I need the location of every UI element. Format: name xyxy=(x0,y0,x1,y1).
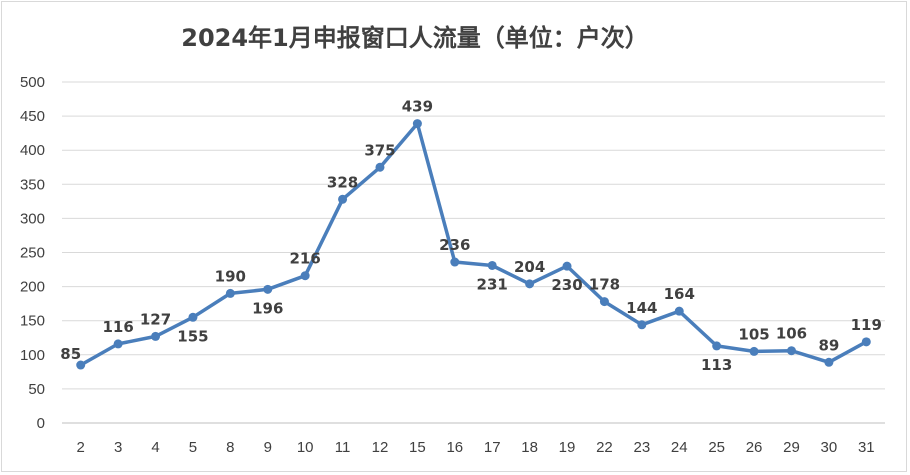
data-label: 119 xyxy=(851,316,882,334)
data-label: 216 xyxy=(290,250,321,268)
data-label: 144 xyxy=(626,299,657,317)
y-tick-label: 200 xyxy=(20,279,45,296)
data-label: 230 xyxy=(551,276,582,294)
data-point xyxy=(225,288,235,298)
x-tick-label: 22 xyxy=(596,439,613,456)
data-point xyxy=(375,162,385,172)
data-point xyxy=(599,297,609,307)
x-tick-label: 18 xyxy=(521,439,538,456)
data-label: 439 xyxy=(402,98,433,116)
data-point xyxy=(113,339,123,349)
x-axis-tick-labels: 2 3 4 5 8 9 10 11 12 15 16 17 18 19 22 23 24 25 26 29 30 31 xyxy=(77,439,875,456)
x-tick-label: 12 xyxy=(372,439,389,456)
x-tick-label: 24 xyxy=(671,439,688,456)
data-point xyxy=(637,320,647,330)
data-label: 116 xyxy=(102,318,133,336)
x-tick-label: 15 xyxy=(409,439,426,456)
x-tick-label: 25 xyxy=(708,439,725,456)
data-point xyxy=(861,337,871,347)
data-label: 164 xyxy=(664,285,695,303)
data-point xyxy=(263,284,273,294)
data-point xyxy=(562,261,572,271)
data-label: 127 xyxy=(140,310,171,328)
data-label: 106 xyxy=(776,325,807,343)
data-point xyxy=(712,341,722,351)
series-line xyxy=(79,121,868,367)
x-tick-label: 23 xyxy=(633,439,650,456)
x-tick-label: 29 xyxy=(783,439,800,456)
data-label: 113 xyxy=(701,356,732,374)
y-tick-label: 0 xyxy=(37,415,45,432)
data-labels: 85 116 127 155 190 196 216 328 375 439 236 231 204 23… xyxy=(60,98,882,374)
x-tick-label: 16 xyxy=(446,439,463,456)
x-tick-label: 11 xyxy=(335,439,351,456)
x-tick-label: 3 xyxy=(114,439,122,456)
data-label: 231 xyxy=(477,275,508,293)
data-point xyxy=(786,346,796,356)
data-point xyxy=(749,346,759,356)
x-tick-label: 9 xyxy=(264,439,272,456)
data-label: 105 xyxy=(738,325,769,343)
series-line-group xyxy=(76,119,871,370)
data-label: 196 xyxy=(252,299,283,317)
data-point xyxy=(412,119,422,129)
data-point xyxy=(188,312,198,322)
y-tick-label: 300 xyxy=(20,210,45,227)
data-point xyxy=(338,194,348,204)
x-tick-label: 2 xyxy=(77,439,85,456)
data-label: 85 xyxy=(60,345,81,363)
y-tick-label: 100 xyxy=(20,347,45,364)
x-tick-label: 4 xyxy=(151,439,159,456)
data-label: 328 xyxy=(327,173,358,191)
data-point xyxy=(487,260,497,270)
data-label: 155 xyxy=(177,327,208,345)
x-tick-label: 17 xyxy=(484,439,501,456)
data-point xyxy=(674,306,684,316)
x-tick-label: 10 xyxy=(297,439,314,456)
data-label: 178 xyxy=(589,276,620,294)
x-tick-label: 26 xyxy=(746,439,763,456)
x-tick-label: 19 xyxy=(559,439,576,456)
y-tick-label: 350 xyxy=(20,176,45,193)
data-label: 89 xyxy=(818,336,839,354)
x-tick-label: 31 xyxy=(858,439,875,456)
data-point xyxy=(151,331,161,341)
y-tick-label: 450 xyxy=(20,108,45,125)
x-tick-label: 30 xyxy=(821,439,838,456)
y-tick-label: 400 xyxy=(20,142,45,159)
y-tick-label: 150 xyxy=(20,313,45,330)
data-point xyxy=(824,357,834,367)
data-label: 190 xyxy=(215,267,246,285)
data-label: 236 xyxy=(439,236,470,254)
data-point xyxy=(300,271,310,281)
y-tick-label: 500 xyxy=(20,74,45,91)
y-axis-tick-labels: 0 50 100 150 200 250 300 350 400 450 500 xyxy=(20,74,45,432)
x-tick-label: 5 xyxy=(189,439,197,456)
y-tick-label: 50 xyxy=(28,381,45,398)
chart-title: 2024年1月申报窗口人流量（单位：户次） xyxy=(181,24,649,52)
y-tick-label: 250 xyxy=(20,245,45,262)
data-label: 375 xyxy=(364,141,395,159)
x-tick-label: 8 xyxy=(226,439,234,456)
data-point xyxy=(450,257,460,267)
data-point xyxy=(76,360,86,370)
gridlines xyxy=(62,81,885,424)
data-point xyxy=(525,279,535,289)
data-label: 204 xyxy=(514,258,545,276)
